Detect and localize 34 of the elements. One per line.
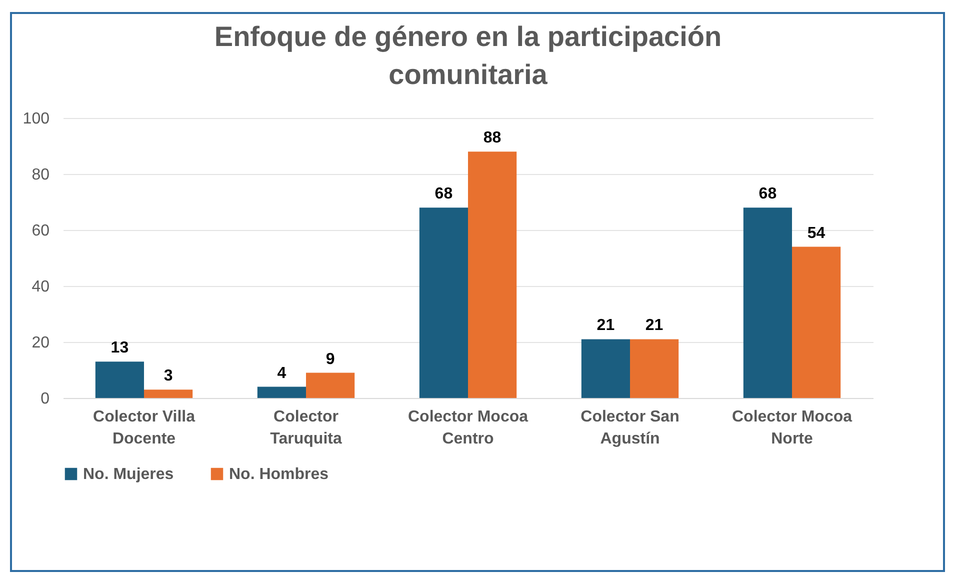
bar (630, 339, 679, 398)
x-tick-label: Colector Mocoa Centro (408, 408, 528, 448)
bar (144, 390, 193, 398)
y-tick-label: 20 (32, 334, 50, 352)
bar (257, 386, 306, 398)
bar (95, 362, 144, 398)
y-tick-label: 100 (22, 110, 50, 128)
x-tick-label: Colector Mocoa Norte (732, 408, 852, 448)
data-label: 13 (110, 340, 129, 357)
y-tick-label: 0 (40, 390, 50, 408)
y-tick-label: 80 (32, 166, 50, 184)
y-tick-label: 40 (32, 278, 50, 296)
data-label: 21 (645, 317, 664, 334)
x-tick-label: Colector San Agustín (580, 408, 680, 448)
data-label: 4 (277, 364, 286, 382)
data-label: 3 (164, 368, 173, 385)
data-label: 9 (326, 350, 335, 368)
bar (419, 208, 468, 398)
bar (306, 372, 355, 398)
x-tick-label: Colector Taruquita (270, 408, 342, 448)
data-label: 54 (807, 224, 826, 242)
bar (581, 339, 630, 398)
bar (468, 152, 517, 398)
bar (743, 208, 792, 398)
data-label: 21 (596, 317, 615, 334)
legend-label: No. Hombres (229, 466, 329, 483)
chart-title: Enfoque de género en la participación comunitaria (214, 21, 722, 90)
data-label: 68 (434, 186, 453, 203)
legend-label: No. Mujeres (83, 466, 174, 483)
y-tick-label: 60 (32, 222, 50, 240)
data-label: 68 (758, 186, 777, 203)
x-tick-label: Colector Villa Docente (93, 408, 196, 448)
bar (792, 246, 841, 398)
data-label: 88 (483, 130, 502, 147)
